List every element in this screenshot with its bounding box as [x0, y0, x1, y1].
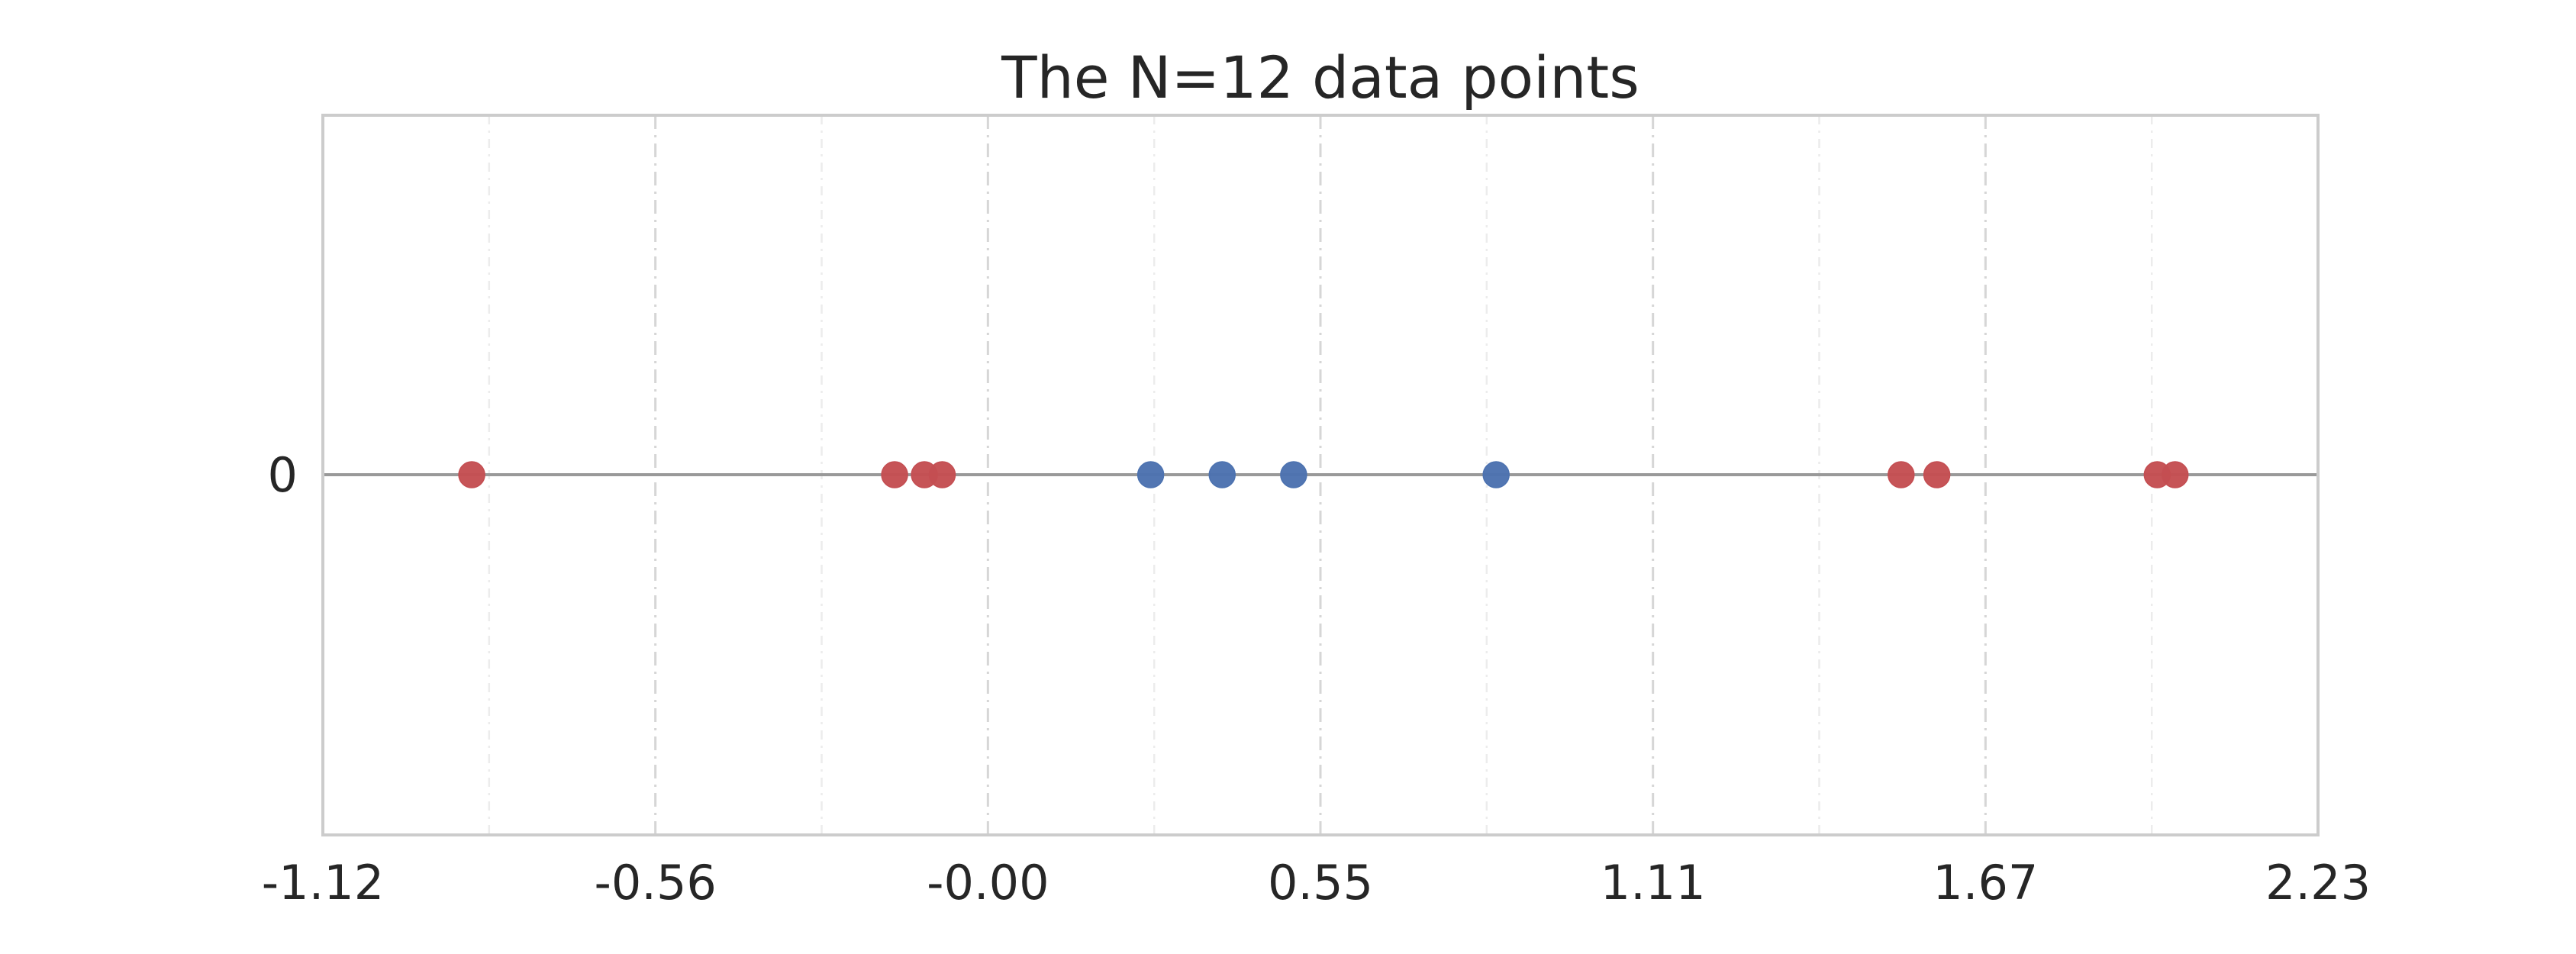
x-tick-label: -1.12 [262, 855, 384, 910]
data-point-series-2-1 [1136, 461, 1165, 488]
y-tick-label: 0 [268, 447, 298, 503]
data-point-series-1-2 [881, 461, 908, 488]
chart-title: The N=12 data points [1001, 44, 1639, 111]
y-tick-labels: 0 [268, 447, 298, 503]
x-tick-label: 0.55 [1268, 855, 1373, 910]
data-point-series-1-1 [458, 461, 485, 488]
x-tick-label: 1.67 [1933, 855, 2038, 910]
plot-frame [321, 114, 2320, 836]
data-point-series-1-6 [1923, 461, 1951, 488]
data-point-series-1-4 [928, 461, 956, 488]
data-point-series-2-4 [1482, 461, 1510, 488]
x-tick-label: 2.23 [2265, 855, 2371, 910]
x-tick-label: 1.11 [1601, 855, 1706, 910]
x-tick-label: -0.00 [927, 855, 1049, 910]
data-point-series-2-2 [1208, 461, 1236, 488]
data-points [458, 461, 2189, 488]
x-tick-label: -0.56 [594, 855, 716, 910]
data-point-series-2-3 [1280, 461, 1307, 488]
data-point-series-1-5 [1888, 461, 1915, 488]
x-tick-labels: -1.12 -0.56 -0.00 0.55 1.11 1.67 2.23 [262, 855, 2371, 910]
data-point-series-1-8 [2161, 461, 2189, 488]
